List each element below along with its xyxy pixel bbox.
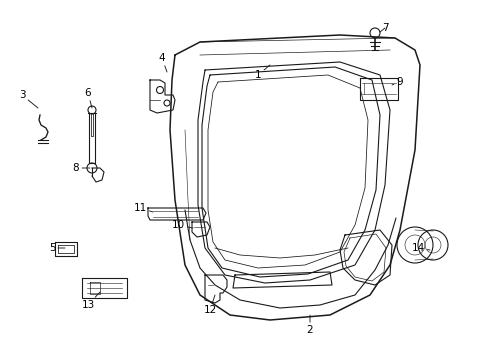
Text: 9: 9 [391,77,403,87]
Text: 4: 4 [159,53,167,72]
Text: 5: 5 [49,243,65,253]
Text: 14: 14 [410,243,429,253]
Text: 13: 13 [81,292,100,310]
Text: 2: 2 [306,315,313,335]
Text: 6: 6 [84,88,92,108]
Text: 7: 7 [379,23,387,33]
Text: 12: 12 [203,295,216,315]
Text: 3: 3 [19,90,38,108]
Text: 8: 8 [73,163,90,173]
Text: 11: 11 [133,203,153,213]
Text: 1: 1 [254,65,269,80]
Text: 10: 10 [171,220,193,230]
